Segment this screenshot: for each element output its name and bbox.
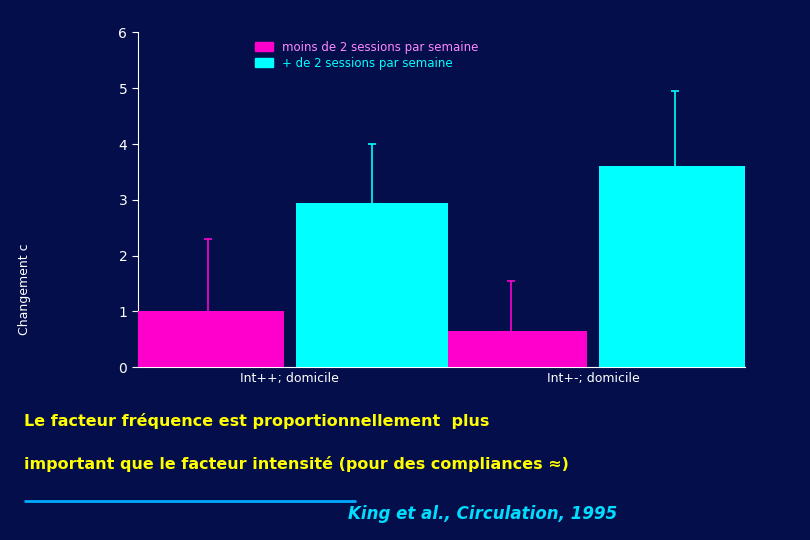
Text: Le facteur fréquence est proportionnellement  plus: Le facteur fréquence est proportionnelle… [24, 413, 490, 429]
Text: Changement c: Changement c [18, 243, 31, 335]
Legend: moins de 2 sessions par semaine, + de 2 sessions par semaine: moins de 2 sessions par semaine, + de 2 … [253, 38, 481, 72]
Text: King et al., Circulation, 1995: King et al., Circulation, 1995 [348, 505, 617, 523]
Bar [131, 312, 284, 367]
Bar [436, 331, 587, 367]
Text: important que le facteur intensité (pour des compliances ≈): important que le facteur intensité (pour… [24, 456, 569, 472]
Bar [599, 166, 752, 367]
Bar [296, 202, 447, 367]
